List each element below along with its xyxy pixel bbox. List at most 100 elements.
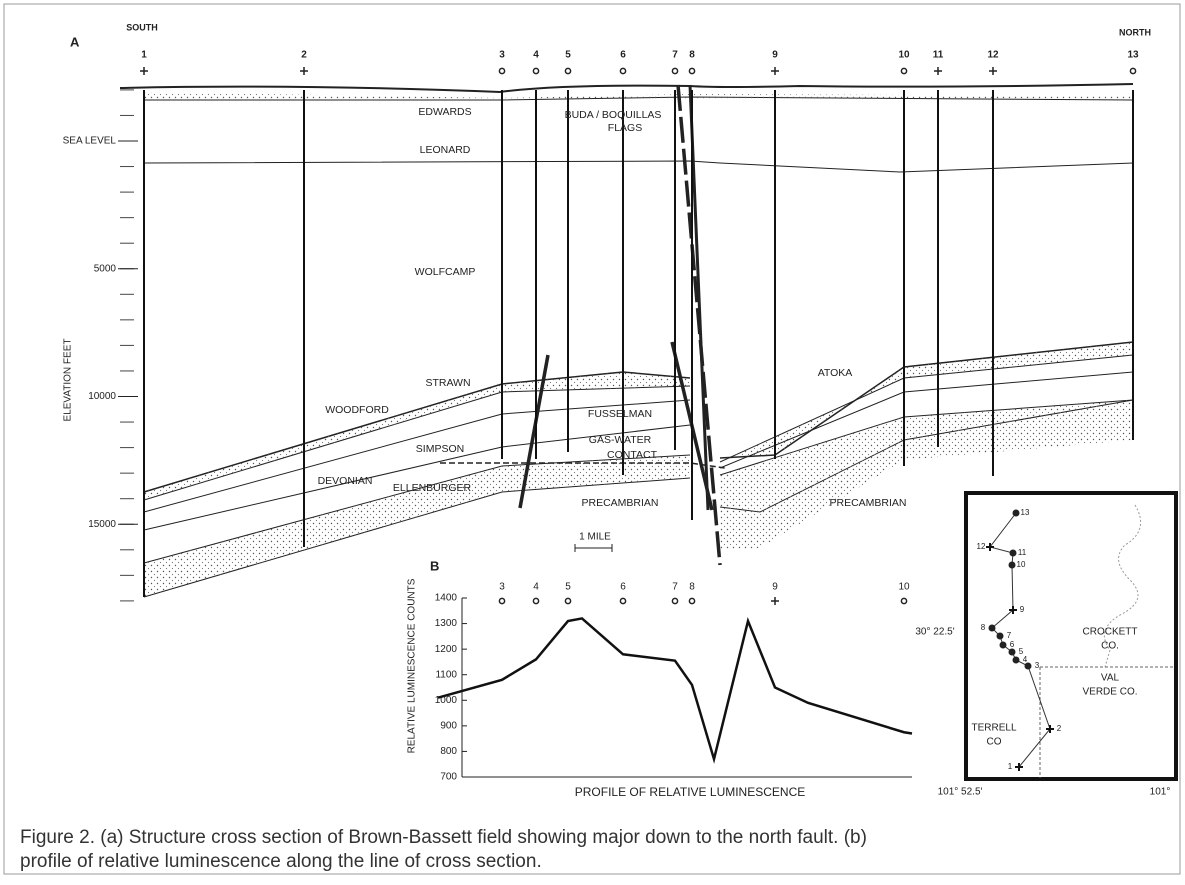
- well-symbol: [901, 68, 906, 73]
- county-label: TERRELL: [971, 723, 1016, 734]
- map-well: [997, 633, 1004, 640]
- scale-label: 1 MILE: [579, 532, 611, 543]
- map-well: [1009, 649, 1016, 656]
- well-label: 8: [689, 582, 695, 593]
- well-label: 6: [620, 50, 626, 61]
- well-label: 13: [1127, 50, 1139, 61]
- y-tick-label: SEA LEVEL: [63, 136, 117, 147]
- formation-label: WOLFCAMP: [415, 266, 476, 278]
- well-label: 11: [933, 50, 944, 61]
- y-tick-label: 1100: [435, 669, 457, 680]
- formation-label: BUDA / BOQUILLAS: [565, 109, 662, 121]
- figure: A SOUTH NORTH 1 MILE ELEVATION FEET B RE…: [0, 0, 1185, 880]
- map-well: [989, 625, 996, 632]
- axis-title: ELEVATION FEET: [63, 339, 74, 422]
- caption: profile of relative luminescence along t…: [20, 851, 542, 872]
- county-label: CO.: [1101, 641, 1119, 652]
- well-symbol: [689, 68, 694, 73]
- panel-label: A: [70, 34, 80, 49]
- county-label: VAL: [1101, 673, 1120, 684]
- map-well: [1025, 663, 1032, 670]
- well-symbol: [771, 67, 779, 75]
- map-well-label: 8: [981, 623, 986, 632]
- formation-label: ATOKA: [818, 367, 853, 379]
- formation-label: PRECAMBRIAN: [581, 497, 658, 509]
- well-label: 2: [301, 50, 307, 61]
- map-well-label: 2: [1057, 724, 1062, 733]
- profile-line: [438, 618, 912, 759]
- well-label: 1: [141, 50, 147, 61]
- y-tick-label: 10000: [88, 391, 116, 402]
- well-symbol: [620, 598, 625, 603]
- well-label: 9: [772, 582, 778, 593]
- y-tick-label: 1300: [435, 618, 458, 629]
- well-symbol: [499, 598, 504, 603]
- map-well-label: 1: [1008, 762, 1013, 771]
- map-coordinate: 30° 22.5': [915, 627, 954, 638]
- well-symbol: [672, 598, 677, 603]
- well-label: 6: [620, 582, 626, 593]
- well-label: 9: [772, 50, 778, 61]
- page: {"panel_a": {"label": "A", "south": "SOU…: [0, 0, 1185, 885]
- well-symbol: [533, 68, 538, 73]
- formation-label: CONTACT: [607, 449, 658, 461]
- formation-label: STRAWN: [425, 377, 470, 389]
- y-tick-label: 1400: [435, 593, 458, 604]
- formation-label: ELLENBURGER: [393, 482, 472, 494]
- well-symbol: [771, 597, 779, 605]
- well-label: 8: [689, 50, 695, 61]
- formation-label: PRECAMBRIAN: [829, 497, 906, 509]
- well-symbol: [1130, 68, 1135, 73]
- well-label: 3: [499, 582, 505, 593]
- formation-label: WOODFORD: [325, 404, 389, 416]
- formation-label: LEONARD: [420, 144, 471, 156]
- well-label: 7: [672, 582, 678, 593]
- direction: SOUTH: [126, 22, 158, 32]
- well-symbol: [989, 67, 997, 75]
- county-label: VERDE CO.: [1082, 687, 1137, 698]
- y-tick-label: 700: [440, 772, 457, 783]
- map-well-label: 7: [1007, 631, 1012, 640]
- map-well: [1010, 550, 1017, 557]
- map-coordinate: 101° 52.5': [938, 787, 983, 798]
- y-tick-label: 15000: [88, 519, 116, 530]
- well-symbol: [565, 68, 570, 73]
- well-symbol: [934, 67, 942, 75]
- formation-label: GAS-WATER: [589, 434, 652, 446]
- axis-title: RELATIVE LUMINESCENCE COUNTS: [407, 578, 418, 753]
- formation-label: EDWARDS: [418, 106, 471, 118]
- formation-label: DEVONIAN: [318, 475, 373, 487]
- map-well: [1013, 657, 1020, 664]
- well-symbol: [901, 598, 906, 603]
- map-well-label: 6: [1010, 640, 1015, 649]
- well-symbol: [672, 68, 677, 73]
- well-symbol: [533, 598, 538, 603]
- well-symbol: [499, 68, 504, 73]
- map-well-label: 13: [1021, 508, 1030, 517]
- formation-label: FLAGS: [608, 122, 642, 134]
- map-well-label: 10: [1017, 560, 1026, 569]
- map-well: [1013, 510, 1020, 517]
- well-symbol: [565, 598, 570, 603]
- formation-label: SIMPSON: [416, 443, 464, 455]
- well-label: 3: [499, 50, 505, 61]
- axis-title: PROFILE OF RELATIVE LUMINESCENCE: [575, 785, 806, 799]
- well-label: 4: [533, 50, 539, 61]
- county-label: CO: [987, 737, 1002, 748]
- map-well: [1009, 562, 1016, 569]
- map-well-label: 3: [1035, 661, 1040, 670]
- well-label: 10: [898, 582, 910, 593]
- well-label: 12: [987, 50, 999, 61]
- map-well-label: 12: [977, 542, 986, 551]
- map-well-label: 11: [1018, 548, 1027, 557]
- well-label: 5: [565, 50, 571, 61]
- well-symbol: [689, 598, 694, 603]
- well-label: 5: [565, 582, 571, 593]
- well-symbol: [140, 67, 148, 75]
- map-well: [1000, 642, 1007, 649]
- y-tick-label: 800: [440, 746, 457, 757]
- well-symbol: [620, 68, 625, 73]
- well-label: 4: [533, 582, 539, 593]
- y-tick-label: 900: [440, 720, 457, 731]
- panel-label: B: [430, 558, 439, 573]
